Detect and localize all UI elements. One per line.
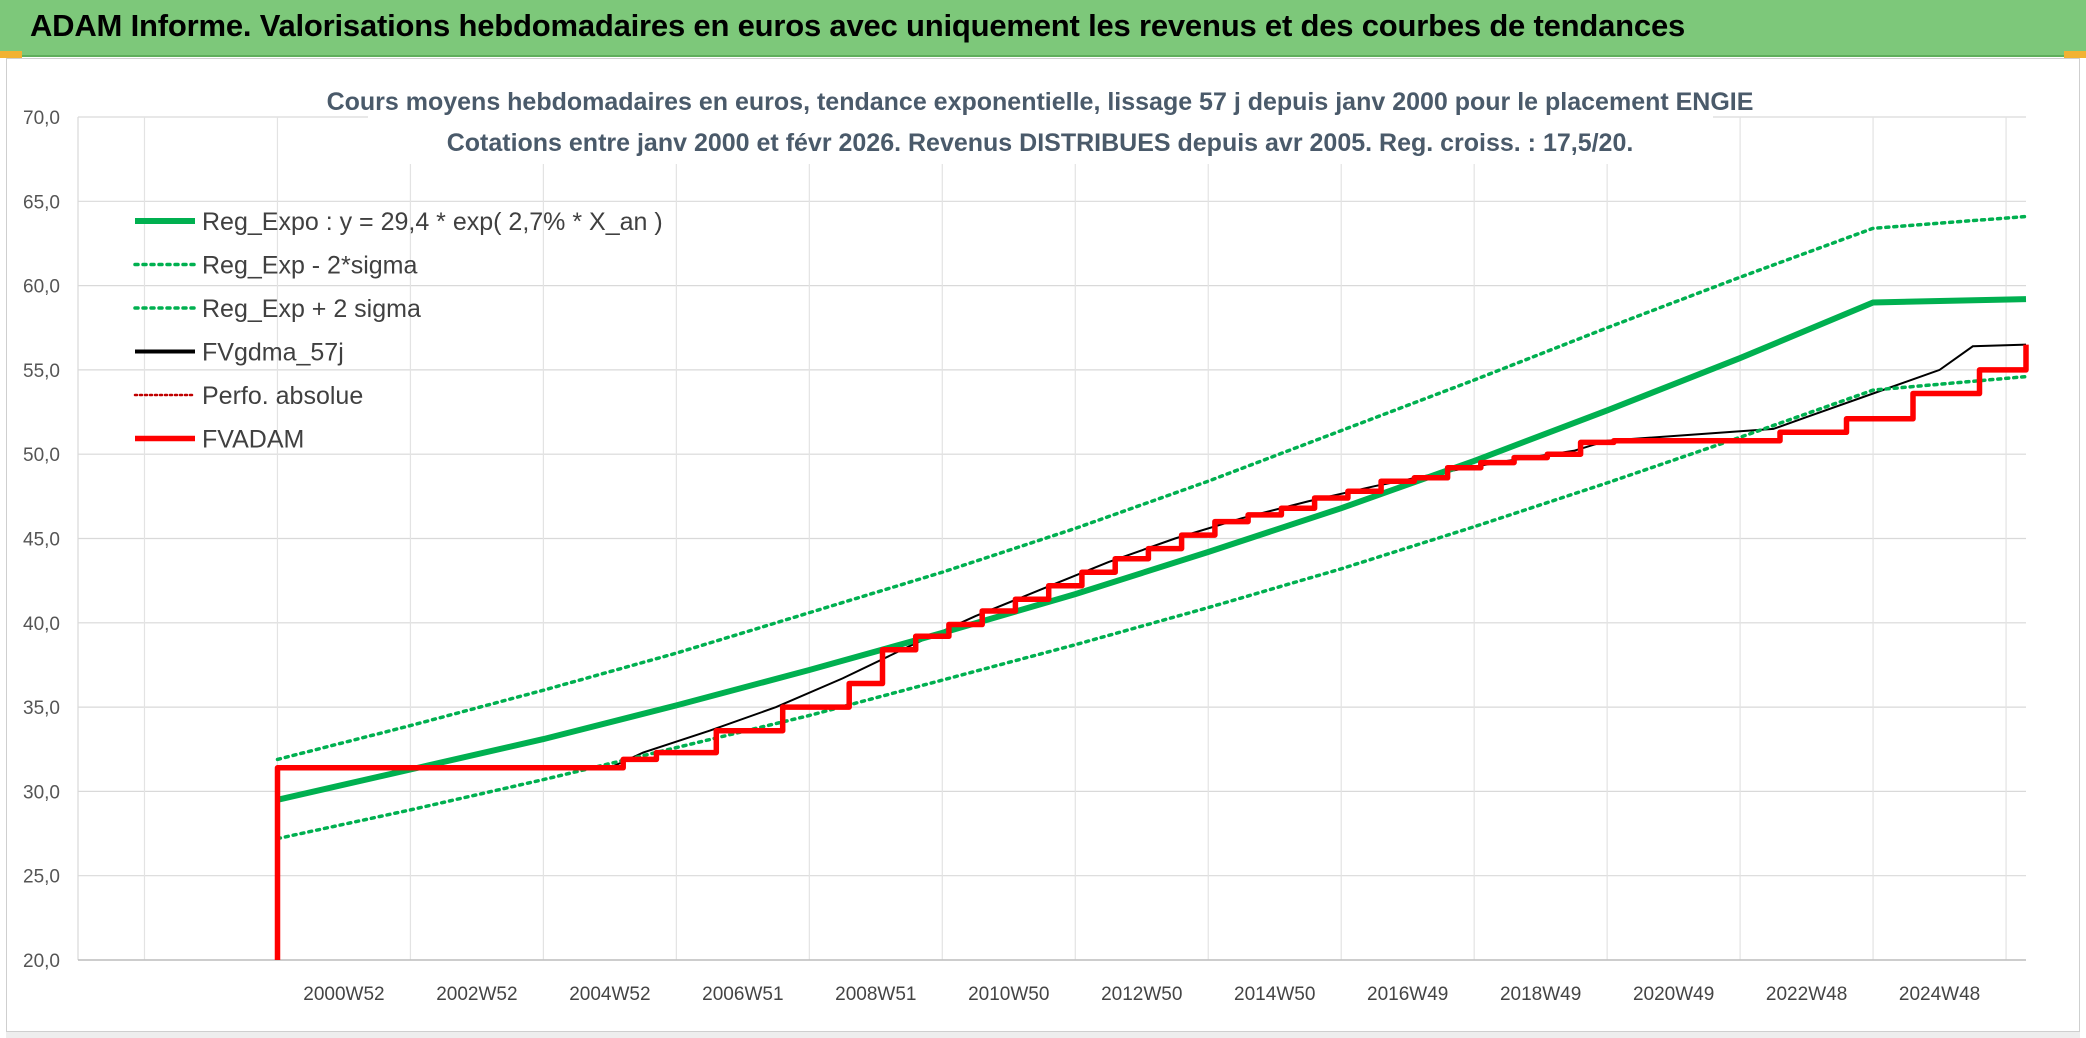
series-line-2 xyxy=(275,214,2028,762)
y-tick-label: 25,0 xyxy=(23,867,60,888)
chart-grid xyxy=(78,116,2026,961)
x-tick-label: 2016W49 xyxy=(1367,984,1448,1005)
legend-label: FVgdma_57j xyxy=(202,339,344,367)
y-tick-label: 40,0 xyxy=(23,614,60,635)
chart-legend: Reg_Expo : y = 29,4 * exp( 2,7% * X_an )… xyxy=(133,208,663,454)
legend-label: Reg_Expo : y = 29,4 * exp( 2,7% * X_an ) xyxy=(202,208,663,236)
report-banner: ADAM Informe. Valorisations hebdomadaire… xyxy=(0,0,2086,57)
series-line-1 xyxy=(275,374,2028,841)
report-title: ADAM Informe. Valorisations hebdomadaire… xyxy=(30,8,1686,43)
chart-title: Cours moyens hebdomadaires en euros, ten… xyxy=(327,88,1754,116)
title-background xyxy=(368,80,1713,164)
corner-mark-right xyxy=(2064,51,2086,58)
x-tick-label: 2004W52 xyxy=(569,984,650,1005)
series-line-5 xyxy=(274,344,2029,960)
y-tick-label: 60,0 xyxy=(23,277,60,298)
x-tick-label: 2002W52 xyxy=(436,984,517,1005)
corner-mark-left xyxy=(0,51,22,58)
x-tick-label: 2012W50 xyxy=(1101,984,1182,1005)
footer-strip xyxy=(6,1032,2080,1038)
y-tick-label: 35,0 xyxy=(23,698,60,719)
x-tick-label: 2020W49 xyxy=(1633,984,1714,1005)
series-line-3 xyxy=(277,343,2027,769)
x-tick-label: 2014W50 xyxy=(1234,984,1315,1005)
legend-label: FVADAM xyxy=(202,426,304,454)
x-tick-label: 2000W52 xyxy=(303,984,384,1005)
chart-frame xyxy=(6,58,2080,1032)
x-tick-label: 2010W50 xyxy=(968,984,1049,1005)
series-line-0 xyxy=(276,296,2027,803)
chart-titles: Cours moyens hebdomadaires en euros, ten… xyxy=(327,80,1754,164)
y-tick-label: 55,0 xyxy=(23,361,60,382)
chart-series xyxy=(274,214,2029,960)
chart-axes: 20,0 25,0 30,0 35,0 40,0 45,0 50,0 55,0 60,0 65,0… xyxy=(23,108,2026,1005)
y-tick-label: 70,0 xyxy=(23,108,60,129)
x-tick-label: 2018W49 xyxy=(1500,984,1581,1005)
x-tick-label: 2008W51 xyxy=(835,984,916,1005)
y-tick-label: 30,0 xyxy=(23,782,60,803)
chart-subtitle: Cotations entre janv 2000 et févr 2026. … xyxy=(447,129,1634,157)
y-tick-label: 50,0 xyxy=(23,445,60,466)
x-tick-label: 2022W48 xyxy=(1766,984,1847,1005)
legend-label: Perfo. absolue xyxy=(202,382,363,410)
y-tick-label: 45,0 xyxy=(23,530,60,551)
x-tick-label: 2024W48 xyxy=(1899,984,1980,1005)
legend-label: Reg_Exp - 2*sigma xyxy=(202,252,417,280)
y-tick-label: 65,0 xyxy=(23,192,60,213)
x-tick-label: 2006W51 xyxy=(702,984,783,1005)
y-tick-label: 20,0 xyxy=(23,951,60,972)
legend-label: Reg_Exp + 2 sigma xyxy=(202,295,421,323)
